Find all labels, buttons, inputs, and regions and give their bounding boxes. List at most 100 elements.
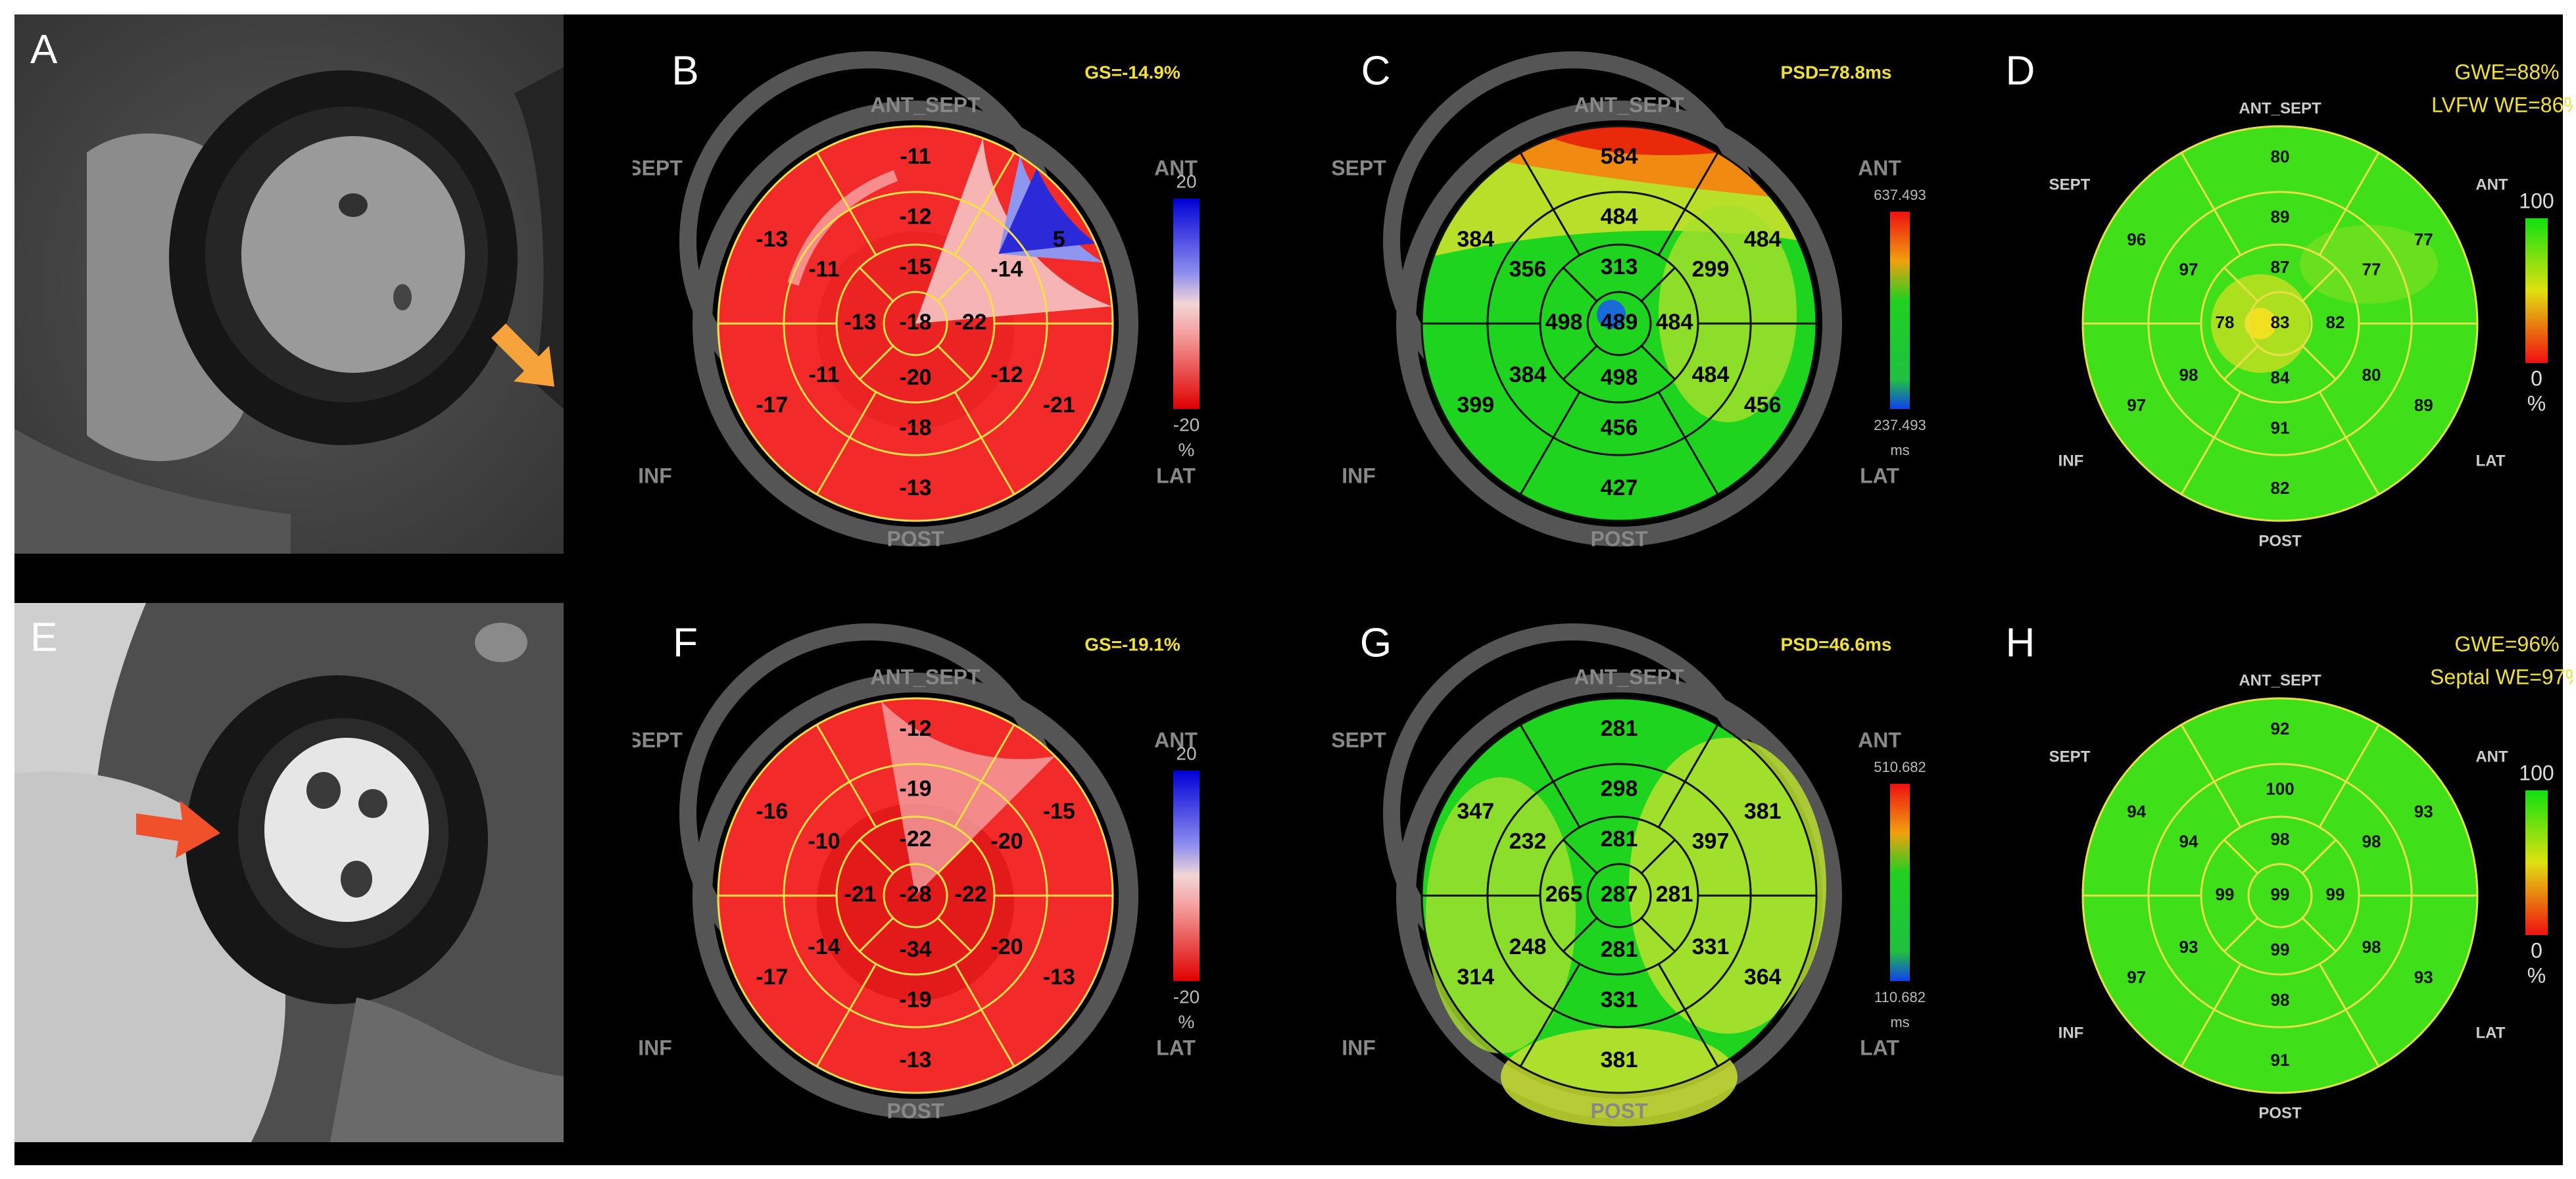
direction-label-ant: ANT bbox=[1154, 728, 1198, 752]
segment-value-mid: 93 bbox=[2179, 937, 2199, 957]
direction-label-inf: INF bbox=[638, 464, 672, 487]
segment-value-basal: 314 bbox=[1457, 965, 1494, 990]
segment-value-apical: -13 bbox=[844, 310, 876, 335]
bullseye-grid bbox=[2081, 125, 2479, 522]
mri-image-e-graphic bbox=[14, 603, 564, 1142]
segment-value-mid: 100 bbox=[2266, 779, 2294, 798]
segment-value-apex: -28 bbox=[899, 882, 931, 907]
direction-label-ant: ANT bbox=[2475, 176, 2508, 193]
segment-value-mid: 298 bbox=[1601, 776, 1638, 801]
direction-labels: ANT_SEPT SEPT ANT INF LAT POST bbox=[1331, 93, 1901, 550]
segment-value-mid: -12 bbox=[990, 362, 1023, 387]
segment-value-apex: 287 bbox=[1601, 882, 1638, 907]
strain-bullseye-b: -11 5 -21 -13 -17 -13 -12 -14 -12 -18 -11 -11 -15 -22… bbox=[633, 48, 1200, 550]
segment-value-basal: 5 bbox=[1053, 227, 1065, 252]
colorbar: 20 -20% bbox=[1173, 743, 1200, 1032]
segment-value-basal: 347 bbox=[1457, 799, 1494, 824]
direction-label-ant-sept: ANT_SEPT bbox=[1574, 93, 1684, 116]
time-yellow-patch bbox=[1629, 738, 1826, 1034]
segment-values: 281 381 364 381 314 347 298 397 331 331 248 232 281 2… bbox=[1457, 716, 1781, 1072]
time-red-zone bbox=[1551, 126, 1718, 156]
figure-canvas: A E -11 5 -21 -13 -17 -13 -12 -14 -12 -18 -11 -11 -1… bbox=[14, 14, 2573, 1165]
segment-value-apical: 78 bbox=[2216, 312, 2235, 332]
colorbar-min: 110.682 bbox=[1874, 989, 1926, 1005]
mri-image-e bbox=[14, 603, 564, 1142]
colorbar: 20 -20% bbox=[1173, 171, 1200, 460]
mri-arrow-e bbox=[136, 800, 220, 858]
colorbar-max: 100 bbox=[2519, 189, 2554, 212]
direction-label-ant: ANT bbox=[1858, 156, 1901, 180]
time-bullseye-g: 281 381 364 381 314 347 298 397 331 331 248 232 281 2… bbox=[1331, 620, 1926, 1126]
direction-label-inf: INF bbox=[1342, 464, 1376, 487]
segment-values: -12-15-13-13-17-16-19-20-20-19-14-10 -22-… bbox=[756, 716, 1075, 1072]
direction-labels: ANT_SEPT SEPT ANT INF LAT POST bbox=[2049, 99, 2508, 550]
colorbar: 100 0% bbox=[2519, 189, 2554, 415]
segment-value-basal: -15 bbox=[1043, 799, 1075, 824]
segment-value-apical: 99 bbox=[2326, 884, 2345, 904]
segment-values: 80 77 89 82 97 96 89 77 80 91 98 97 87 82 84 78 83 bbox=[2127, 147, 2433, 498]
segment-value-basal: -13 bbox=[1043, 965, 1075, 990]
segment-value-mid: 384 bbox=[1509, 362, 1547, 387]
segment-value-apical: 84 bbox=[2271, 368, 2290, 387]
segment-value-apex: 99 bbox=[2271, 884, 2290, 904]
colorbar: 510.682 110.682 ms bbox=[1874, 759, 1926, 1030]
segment-value-apical: 281 bbox=[1601, 827, 1638, 852]
panel-label-g: G bbox=[1360, 620, 1392, 665]
segment-value-basal: 96 bbox=[2127, 229, 2146, 249]
direction-labels: ANT_SEPT SEPT ANT INF LAT POST bbox=[2049, 671, 2508, 1122]
work-yellow-patch bbox=[2300, 225, 2438, 304]
colorbar-min: -20 bbox=[1173, 986, 1200, 1007]
segment-value-mid: -18 bbox=[899, 415, 931, 440]
segment-value-mid: 484 bbox=[1692, 362, 1730, 387]
direction-label-sept: SEPT bbox=[2049, 176, 2091, 193]
segment-value-mid: -19 bbox=[899, 987, 931, 1012]
direction-label-ant-sept: ANT_SEPT bbox=[1574, 665, 1684, 688]
colorbar-max: 20 bbox=[1176, 743, 1196, 763]
direction-label-inf: INF bbox=[638, 1036, 672, 1059]
segment-value-mid: -20 bbox=[990, 934, 1023, 959]
segment-value-mid: -14 bbox=[990, 257, 1023, 282]
segment-value-basal: 77 bbox=[2414, 229, 2433, 249]
segment-value-mid: 97 bbox=[2179, 260, 2199, 279]
colorbar-unit: % bbox=[1179, 1011, 1195, 1032]
segment-value-apex: 489 bbox=[1601, 310, 1638, 335]
direction-label-post: POST bbox=[2258, 1104, 2302, 1122]
segment-value-basal: 82 bbox=[2271, 478, 2290, 498]
colorbar-max: 20 bbox=[1176, 171, 1196, 191]
segment-value-mid: 456 bbox=[1601, 415, 1638, 440]
segment-value-basal: 80 bbox=[2271, 147, 2290, 166]
colorbar-unit: ms bbox=[1890, 442, 1909, 458]
direction-label-ant-sept: ANT_SEPT bbox=[870, 93, 981, 116]
segment-value-basal: 94 bbox=[2127, 802, 2146, 821]
segment-value-basal: 281 bbox=[1601, 716, 1638, 741]
segment-values: -11 5 -21 -13 -17 -13 -12 -14 -12 -18 -11 -11 -15 -22… bbox=[756, 144, 1075, 500]
segment-value-mid: -11 bbox=[808, 257, 839, 282]
direction-label-sept: SEPT bbox=[1331, 156, 1386, 180]
colorbar-gradient bbox=[1890, 212, 1910, 409]
colorbar-gradient bbox=[1173, 199, 1200, 409]
direction-label-lat: LAT bbox=[1860, 464, 1899, 487]
segment-value-apical: 82 bbox=[2326, 312, 2345, 332]
panel-label-h: H bbox=[2006, 620, 2035, 665]
strain-pale-streak bbox=[787, 170, 898, 286]
direction-label-lat: LAT bbox=[2476, 452, 2506, 469]
direction-label-post: POST bbox=[2258, 532, 2302, 550]
colorbar-gradient bbox=[2525, 790, 2548, 935]
segment-value-apical: 281 bbox=[1656, 882, 1693, 907]
direction-label-lat: LAT bbox=[2476, 1024, 2506, 1042]
segment-value-apical: 99 bbox=[2271, 940, 2290, 959]
segment-value-mid: 89 bbox=[2271, 206, 2290, 226]
direction-label-inf: INF bbox=[1342, 1036, 1376, 1059]
segment-value-apex: -18 bbox=[899, 310, 931, 335]
work-field bbox=[2083, 698, 2477, 1093]
time-bullseye-c: 584 484 456 427 399 384 484 299 484 456 384 356 313 4… bbox=[1331, 48, 1926, 550]
colorbar-unit: % bbox=[2527, 391, 2546, 415]
segment-value-mid: -14 bbox=[808, 934, 840, 959]
segment-value-basal: 93 bbox=[2414, 802, 2433, 821]
segment-value-mid: -20 bbox=[990, 829, 1023, 854]
segment-value-apical: 87 bbox=[2271, 257, 2290, 277]
segment-value-apical: -22 bbox=[954, 882, 986, 907]
segment-value-apical: 498 bbox=[1601, 365, 1638, 390]
segment-value-basal: 92 bbox=[2271, 719, 2290, 738]
